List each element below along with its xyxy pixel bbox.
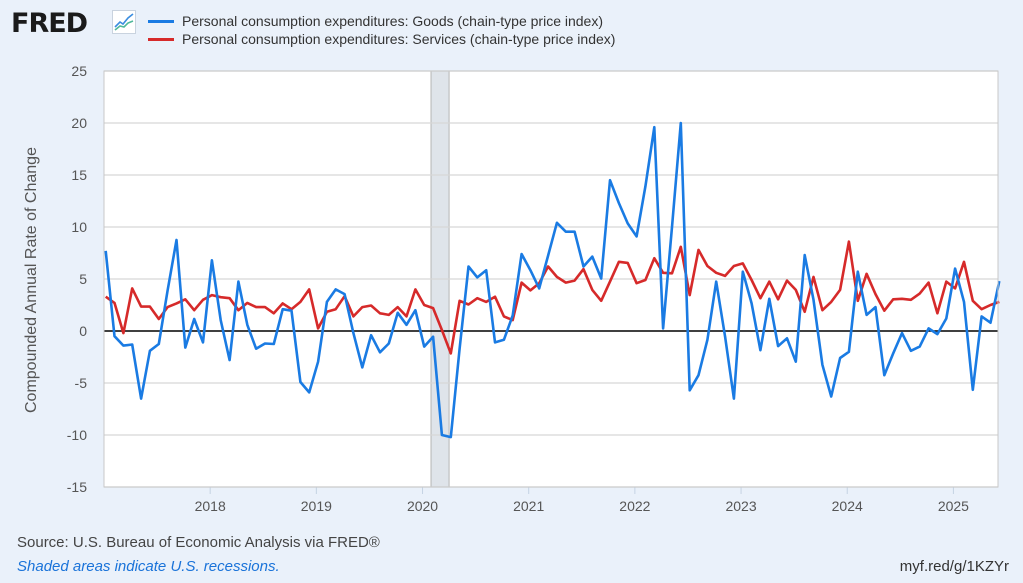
x-tick-label: 2022 xyxy=(619,498,650,514)
legend-label-goods: Personal consumption expenditures: Goods… xyxy=(182,13,604,29)
legend-swatch-services xyxy=(148,37,174,41)
fred-logo[interactable]: FRED xyxy=(11,8,88,39)
x-tick-label: 2023 xyxy=(725,498,756,514)
x-tick-label: 2020 xyxy=(407,498,438,514)
x-tick-label: 2021 xyxy=(513,498,544,514)
series-line-goods xyxy=(104,121,1001,439)
legend-swatch-goods xyxy=(148,19,174,23)
y-tick-label: 25 xyxy=(71,63,87,79)
x-tick-label: 2019 xyxy=(301,498,332,514)
x-tick-label: 2025 xyxy=(938,498,969,514)
chart-legend: Personal consumption expenditures: Goods… xyxy=(148,12,615,48)
legend-item-services[interactable]: Personal consumption expenditures: Servi… xyxy=(148,30,615,48)
y-tick-label: -10 xyxy=(67,427,87,443)
y-tick-label: -15 xyxy=(67,479,87,495)
short-link[interactable]: myf.red/g/1KZYr xyxy=(899,558,1009,575)
plot-border xyxy=(103,70,999,488)
y-tick-label: 15 xyxy=(71,167,87,183)
y-tick-label: 0 xyxy=(79,323,87,339)
x-tick-label: 2018 xyxy=(195,498,226,514)
series-line-services xyxy=(104,240,1000,355)
legend-item-goods[interactable]: Personal consumption expenditures: Goods… xyxy=(148,12,615,30)
y-tick-label: -5 xyxy=(75,375,88,391)
legend-label-services: Personal consumption expenditures: Servi… xyxy=(182,31,616,47)
recession-note: Shaded areas indicate U.S. recessions. xyxy=(17,558,280,575)
y-tick-label: 5 xyxy=(79,271,87,287)
chart-line-icon xyxy=(112,10,136,34)
x-tick-label: 2024 xyxy=(832,498,863,514)
source-text: Source: U.S. Bureau of Economic Analysis… xyxy=(17,534,380,551)
y-tick-label: 20 xyxy=(71,115,87,131)
y-tick-label: 10 xyxy=(71,219,87,235)
